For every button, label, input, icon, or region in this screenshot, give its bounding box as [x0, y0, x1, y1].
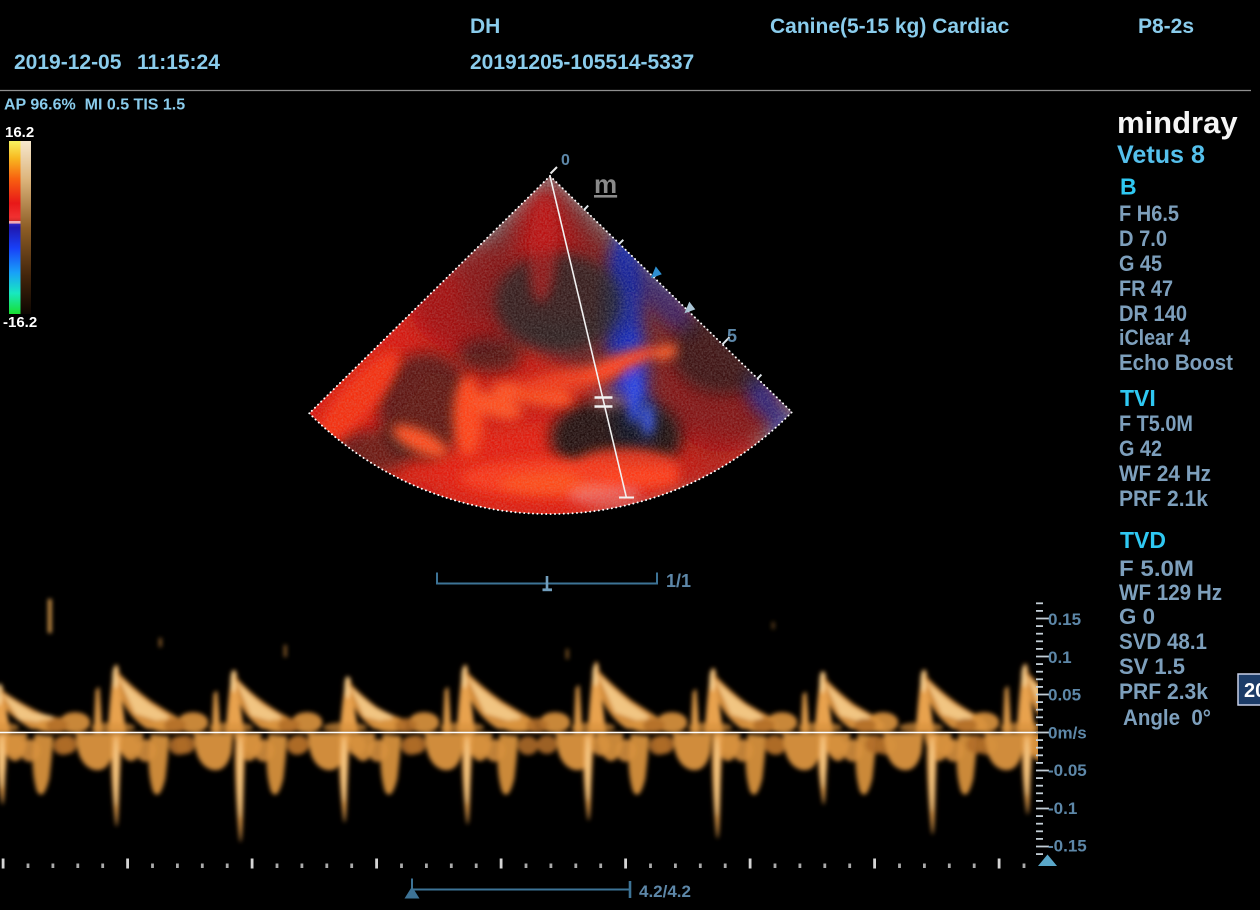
svg-text:-16.2: -16.2 [3, 314, 37, 331]
svg-text:0.05: 0.05 [1048, 686, 1081, 705]
svg-text:G 42: G 42 [1119, 436, 1162, 461]
svg-text:Canine(5-15 kg) Cardiac: Canine(5-15 kg) Cardiac [770, 15, 1010, 38]
svg-text:SV 1.5: SV 1.5 [1119, 654, 1185, 679]
svg-text:WF 129 Hz: WF 129 Hz [1119, 580, 1222, 605]
svg-text:F T5.0M: F T5.0M [1119, 411, 1193, 436]
svg-text:B: B [1120, 174, 1137, 200]
svg-text:PRF 2.1k: PRF 2.1k [1119, 486, 1209, 511]
svg-text:F 5.0M: F 5.0M [1119, 556, 1194, 581]
svg-text:-0.15: -0.15 [1048, 837, 1087, 856]
svg-text:SVD 48.1: SVD 48.1 [1119, 629, 1207, 654]
svg-text:Echo Boost: Echo Boost [1119, 350, 1234, 375]
svg-text:P8-2s: P8-2s [1138, 15, 1194, 38]
svg-text:WF 24 Hz: WF 24 Hz [1119, 461, 1211, 486]
svg-text:-0.1: -0.1 [1048, 799, 1077, 818]
svg-text:G 0: G 0 [1119, 604, 1155, 629]
svg-text:G 45: G 45 [1119, 251, 1162, 276]
svg-text:iClear 4: iClear 4 [1119, 325, 1191, 350]
svg-text:2019-12-05: 2019-12-05 [14, 51, 122, 74]
svg-text:Angle 0°: Angle 0° [1123, 705, 1211, 730]
svg-text:5: 5 [727, 326, 737, 346]
svg-text:F H6.5: F H6.5 [1119, 201, 1179, 226]
svg-text:DR 140: DR 140 [1119, 301, 1187, 326]
svg-text:AP 96.6% MI 0.5 TIS 1.5: AP 96.6% MI 0.5 TIS 1.5 [4, 97, 185, 114]
svg-text:D 7.0: D 7.0 [1119, 226, 1167, 251]
svg-text:11:15:24: 11:15:24 [137, 51, 220, 74]
svg-text:DH: DH [470, 15, 500, 38]
svg-text:PRF 2.3k: PRF 2.3k [1119, 679, 1209, 704]
svg-text:Vetus 8: Vetus 8 [1117, 141, 1205, 169]
svg-text:20: 20 [1244, 680, 1260, 702]
svg-text:0.15: 0.15 [1048, 610, 1081, 629]
svg-text:1/1: 1/1 [666, 571, 691, 591]
svg-text:m: m [594, 169, 617, 199]
svg-text:0: 0 [561, 152, 570, 169]
svg-text:4.2/4.2: 4.2/4.2 [639, 882, 691, 901]
svg-text:-0.05: -0.05 [1048, 761, 1087, 780]
svg-text:FR 47: FR 47 [1119, 276, 1173, 301]
svg-text:TVI: TVI [1120, 385, 1156, 411]
svg-text:TVD: TVD [1120, 527, 1166, 553]
svg-text:mindray: mindray [1117, 105, 1238, 140]
svg-text:0m/s: 0m/s [1048, 724, 1087, 743]
svg-text:16.2: 16.2 [5, 124, 34, 141]
svg-text:20191205-105514-5337: 20191205-105514-5337 [470, 51, 694, 74]
svg-text:0.1: 0.1 [1048, 648, 1072, 667]
